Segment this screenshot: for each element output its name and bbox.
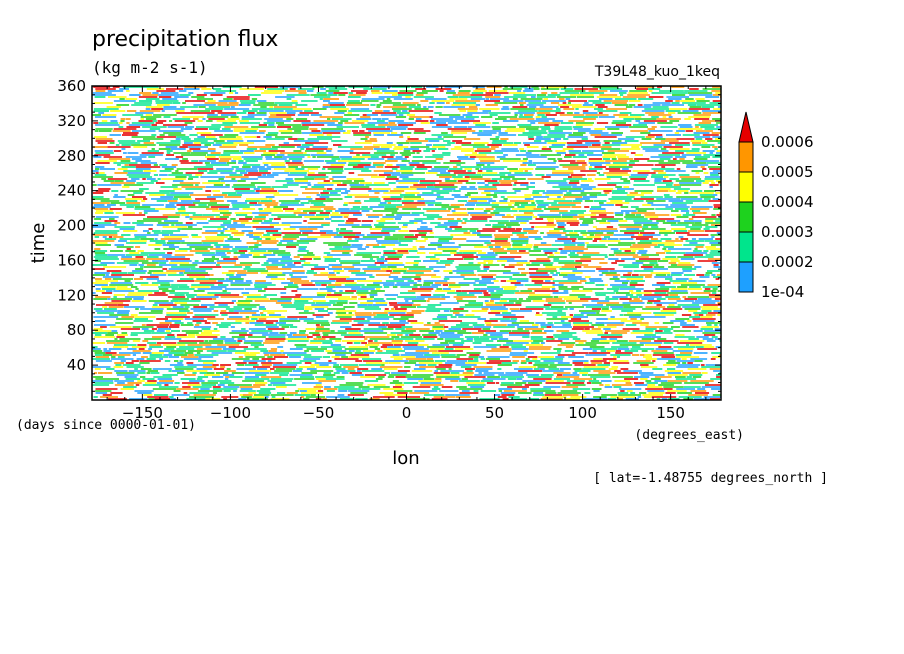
y-axis-ticks: 40 80 120 160 200 240 280 320 360 [57, 77, 721, 392]
x-tick-label: 100 [568, 404, 597, 422]
colorbar-segment [738, 261, 754, 293]
colorbar-label: 0.0004 [761, 193, 814, 211]
colorbar-segment [738, 171, 754, 203]
y-axis-units: (days since 0000-01-01) [16, 418, 196, 433]
colorbar-label: 0.0005 [761, 163, 814, 181]
x-tick-label: −50 [303, 404, 335, 422]
y-tick-label: 40 [67, 356, 86, 374]
chart-units: (kg m-2 s-1) [92, 58, 208, 77]
y-tick-label: 120 [57, 286, 86, 304]
x-axis-ticks: −150 −100 −50 0 50 100 150 [106, 86, 707, 422]
x-tick-label: 0 [402, 404, 412, 422]
x-tick-label: 150 [656, 404, 685, 422]
y-tick-label: 320 [57, 112, 86, 130]
colorbar-segment [738, 231, 754, 263]
y-tick-label: 360 [57, 77, 86, 95]
colorbar-segment [738, 141, 754, 173]
y-tick-label: 200 [57, 217, 86, 235]
colorbar-extend-triangle [738, 111, 754, 143]
colorbar-label: 0.0003 [761, 223, 814, 241]
x-tick-label: 50 [485, 404, 504, 422]
latitude-footnote: [ lat=-1.48755 degrees_north ] [593, 471, 828, 486]
y-tick-label: 240 [57, 182, 86, 200]
colorbar-label: 1e-04 [761, 283, 804, 301]
x-tick-label: −150 [122, 404, 163, 422]
y-tick-label: 80 [67, 321, 86, 339]
colorbar-segment [738, 201, 754, 233]
x-tick-label: −100 [210, 404, 251, 422]
y-tick-label: 280 [57, 147, 86, 165]
heatmap-field [92, 86, 721, 400]
colorbar: 1e-04 0.0002 0.0003 0.0004 0.0005 0.0006 [738, 111, 814, 301]
colorbar-label: 0.0002 [761, 253, 814, 271]
y-tick-label: 160 [57, 251, 86, 269]
x-axis-label: lon [392, 448, 419, 469]
x-axis-units: (degrees_east) [634, 428, 744, 443]
chart-title: precipitation flux [92, 27, 278, 52]
experiment-label: T39L48_kuo_1keq [594, 64, 720, 80]
y-axis-label: time [28, 223, 49, 264]
colorbar-label: 0.0006 [761, 133, 814, 151]
